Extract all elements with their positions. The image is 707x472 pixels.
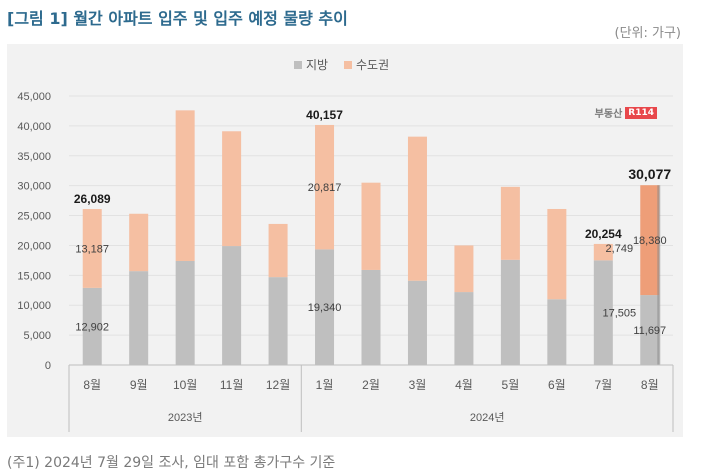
x-tick-label: 10월 — [173, 378, 197, 392]
unit-label: (단위: 가구) — [614, 26, 682, 41]
y-tick-label: 10,000 — [17, 300, 51, 312]
y-tick-label: 15,000 — [17, 270, 51, 282]
x-tick-label: 11월 — [220, 378, 244, 392]
bar-capital — [547, 208, 567, 300]
capital-value-label: 13,187 — [75, 243, 109, 255]
capital-value-label: 20,817 — [308, 182, 342, 194]
y-tick-label: 20,000 — [17, 240, 51, 252]
y-tick-label: 45,000 — [17, 91, 51, 103]
bar-capital — [175, 110, 195, 261]
bar-capital — [82, 209, 102, 288]
bar-capital — [593, 243, 613, 261]
bar-capital — [407, 136, 427, 281]
local-value-label: 17,505 — [602, 308, 636, 320]
total-label: 26,089 — [74, 192, 111, 206]
bar-capital — [500, 186, 520, 260]
y-tick-label: 40,000 — [17, 121, 51, 133]
x-tick-label: 7월 — [594, 378, 612, 392]
x-tick-label: 2월 — [362, 378, 380, 392]
bar-local — [361, 269, 381, 365]
total-label: 20,254 — [585, 227, 622, 241]
local-value-label: 19,340 — [308, 302, 342, 314]
local-value-label: 11,697 — [633, 325, 666, 337]
local-value-label: 12,902 — [75, 321, 109, 333]
chart-panel: 0 5,000 10,000 15,000 20,000 25,000 30,000 35,0… — [7, 44, 683, 437]
bar-capital — [454, 245, 474, 293]
legend-swatch-capital — [344, 61, 352, 69]
bar-capital — [315, 124, 335, 250]
total-label: 40,157 — [306, 108, 343, 122]
capital-value-label: 18,380 — [633, 235, 667, 247]
y-tick-label: 25,000 — [17, 211, 51, 223]
bar-local — [175, 260, 195, 365]
x-tick-label: 8월 — [641, 378, 659, 392]
x-tick-label: 12월 — [266, 378, 290, 392]
logo-badge: R114 — [625, 106, 657, 119]
bar-local — [593, 260, 613, 365]
bar-local — [640, 295, 660, 365]
group-label: 2023년 — [168, 411, 203, 424]
x-tick-label: 9월 — [130, 378, 148, 392]
group-label: 2024년 — [470, 411, 505, 424]
bar-capital — [640, 185, 660, 296]
bar-local — [129, 271, 149, 365]
y-tick-label: 0 — [45, 360, 51, 372]
stacked-bar-chart: 0 5,000 10,000 15,000 20,000 25,000 30,000 35,0… — [17, 58, 674, 432]
bar-local — [222, 246, 242, 365]
bar-local — [315, 249, 335, 365]
bar-local — [454, 292, 474, 365]
capital-value-label: 2,749 — [606, 243, 634, 255]
logo-text: 부동산 — [594, 109, 623, 120]
legend-label-local: 지방 — [306, 58, 328, 72]
bar-shadow — [657, 185, 661, 365]
bar-local — [547, 299, 567, 365]
bar-capital — [268, 223, 288, 278]
bar-local — [82, 287, 102, 365]
x-tick-label: 1월 — [316, 378, 334, 392]
x-tick-label: 8월 — [83, 378, 101, 392]
x-tick-label: 3월 — [409, 378, 427, 392]
y-tick-label: 5,000 — [23, 330, 51, 342]
x-tick-label: 6월 — [548, 378, 566, 392]
total-label: 30,077 — [628, 166, 671, 182]
footnote: (주1) 2024년 7월 29일 조사, 임대 포함 총가구수 기준 — [7, 455, 336, 471]
page-title: [그림 1] 월간 아파트 입주 및 입주 예정 물량 추이 — [7, 9, 348, 28]
bar-capital — [361, 182, 381, 270]
y-tick-label: 30,000 — [17, 181, 51, 193]
bar-capital — [129, 213, 149, 272]
brand-logo: 부동산 R114 — [595, 105, 657, 120]
bar-capital — [222, 131, 242, 247]
legend-swatch-local — [294, 61, 302, 69]
bar-local — [268, 277, 288, 365]
x-tick-label: 4월 — [455, 378, 473, 392]
bar-local — [407, 280, 427, 365]
x-tick-label: 5월 — [502, 378, 520, 392]
y-tick-label: 35,000 — [17, 151, 51, 163]
bar-local — [500, 259, 520, 365]
legend-label-capital: 수도권 — [356, 58, 389, 72]
